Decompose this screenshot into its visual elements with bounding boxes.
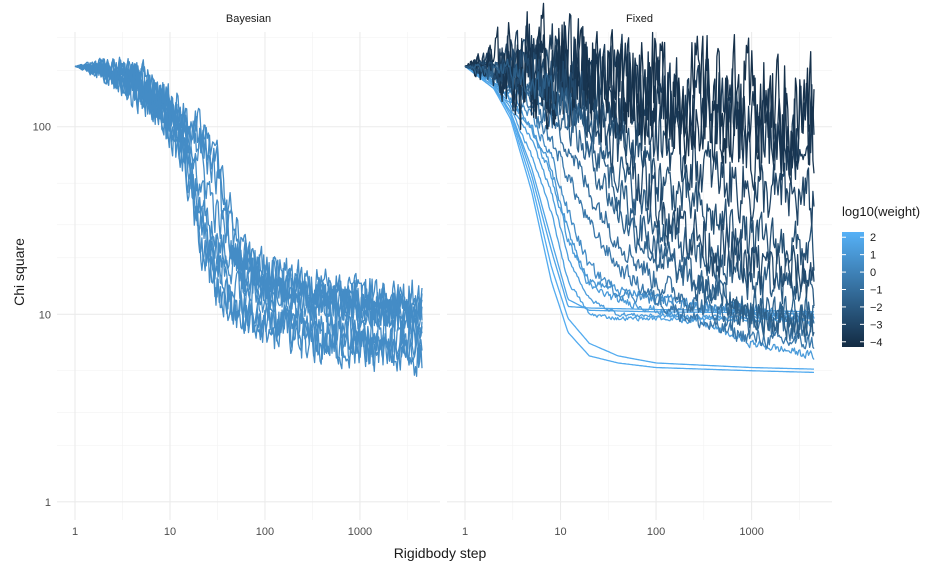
series-line-fixed-3 — [464, 65, 815, 313]
series-line-fixed-1 — [464, 65, 814, 374]
panels-layer: Bayesian 1 10 100 1000 1 10 100 Fixed 1 10 100 1000 — [33, 2, 832, 538]
series-line-fixed-6 — [464, 65, 815, 321]
x-tick-label: 1000 — [739, 526, 763, 538]
x-tick-label: 100 — [647, 526, 665, 538]
x-tick-label: 100 — [256, 526, 274, 538]
series-line-bayesian-6 — [74, 61, 423, 363]
legend-title: log10(weight) — [842, 204, 920, 219]
legend-label: 0 — [870, 267, 876, 279]
x-tick-label: 1 — [462, 526, 468, 538]
x-axis-title: Rigidbody step — [394, 545, 487, 561]
y-tick-label: 100 — [33, 122, 51, 134]
x-tick-label: 1000 — [348, 526, 372, 538]
color-legend: log10(weight) 2 1 0 −1 −2 −3 −4 — [842, 204, 920, 349]
strip-label-bayesian: Bayesian — [226, 13, 271, 25]
y-tick-label: 1 — [45, 497, 51, 509]
x-tick-label: 10 — [164, 526, 176, 538]
x-tick-label: 1 — [72, 526, 78, 538]
legend-colorbar — [842, 232, 864, 347]
series-line-fixed-10 — [464, 65, 815, 350]
panel-fixed: Fixed 1 10 100 1000 — [447, 2, 832, 538]
series-line-fixed-7 — [464, 65, 815, 360]
series-line-bayesian-10 — [74, 62, 423, 332]
x-tick-label: 10 — [554, 526, 566, 538]
y-tick-label: 10 — [39, 309, 51, 321]
legend-label: −2 — [870, 302, 883, 314]
series-line-fixed-20 — [464, 58, 815, 340]
legend-label: −1 — [870, 285, 883, 297]
y-axis-title: Chi square — [11, 238, 27, 306]
panel-bayesian: Bayesian 1 10 100 1000 1 10 100 — [33, 13, 440, 538]
legend-label: −3 — [870, 319, 883, 331]
series-line-fixed-19 — [464, 48, 815, 298]
series-line-fixed-4 — [464, 65, 814, 315]
legend-label: −4 — [870, 337, 883, 349]
series-line-fixed-14 — [464, 38, 815, 271]
series-line-fixed-2 — [464, 65, 814, 370]
legend-label: 1 — [870, 250, 876, 262]
strip-label-fixed: Fixed — [626, 13, 653, 25]
legend-label: 2 — [870, 232, 876, 244]
